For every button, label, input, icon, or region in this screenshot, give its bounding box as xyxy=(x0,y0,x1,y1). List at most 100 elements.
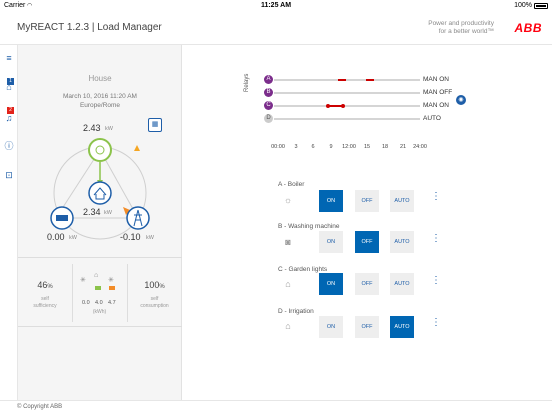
device-d-on-button[interactable]: ON xyxy=(319,316,343,338)
device-d-label: D - Irrigation xyxy=(278,308,314,315)
timeline-tick: 18 xyxy=(381,144,389,150)
device-b-label: B - Washing machine xyxy=(278,223,340,230)
relay-c-dot xyxy=(341,104,345,108)
relay-c-badge: C xyxy=(264,101,273,110)
battery-icon xyxy=(534,3,548,9)
copyright: © Copyright ABB xyxy=(17,404,63,410)
house-panel: House March 10, 2016 11:20 AM Europe/Rom… xyxy=(18,45,182,400)
clock: 11:25 AM xyxy=(260,2,292,9)
orange-bar xyxy=(109,286,115,290)
device-c-off-button[interactable]: OFF xyxy=(355,273,379,295)
timeline-tick: 21 xyxy=(399,144,407,150)
info-icon[interactable]: ⓘ xyxy=(4,141,14,151)
tagline-line-1: Power and productivity xyxy=(428,20,494,27)
relay-d-track xyxy=(274,118,420,120)
timeline-tick: 00:00 xyxy=(271,144,285,150)
calendar-icon[interactable]: ▦ xyxy=(148,118,162,132)
device-b-more-icon[interactable]: ⋮ xyxy=(431,233,441,244)
stats-row: 46% self sufficiency ✳ ⌂ ✳ 0.0 4.0 4.7 (k… xyxy=(18,257,182,327)
sun-icon: ☼ xyxy=(283,195,293,205)
battery-unit: kW xyxy=(69,235,77,241)
menu-icon[interactable]: ≡ xyxy=(6,53,12,63)
house-date: March 10, 2016 11:20 AM xyxy=(63,93,137,100)
relay-c-track xyxy=(274,105,420,107)
carrier-label: Carrier xyxy=(4,2,26,9)
bell-badge: 2 xyxy=(7,107,14,114)
house-title: House xyxy=(88,74,112,83)
device-b-on-button[interactable]: ON xyxy=(319,231,343,253)
energy-flow-diagram xyxy=(50,138,150,240)
home-icon xyxy=(88,181,112,205)
relay-d-badge: D xyxy=(264,114,273,123)
battery-percentage: 100% xyxy=(514,2,532,9)
relay-a-badge: A xyxy=(264,75,273,84)
relay-a-track xyxy=(274,79,420,81)
device-a-auto-button[interactable]: AUTO xyxy=(390,190,414,212)
bell-icon[interactable]: ♫ xyxy=(5,113,13,123)
timeline-tick: 12:00 xyxy=(342,144,356,150)
solar-small-icon: ✳ xyxy=(80,277,86,284)
timeline-tick: 3 xyxy=(294,144,298,150)
timeline-tick: 6 xyxy=(311,144,315,150)
device-c-on-button[interactable]: ON xyxy=(319,273,343,295)
device-b-off-button[interactable]: OFF xyxy=(355,231,379,253)
tagline: Power and productivity for a better worl… xyxy=(428,20,494,36)
side-nav: ≡ ⌂ 1 ♫ 2 ⓘ ⊡ xyxy=(0,45,18,400)
relay-b-status: MAN OFF xyxy=(423,89,453,96)
timeline-tick: 24:00 xyxy=(413,144,427,150)
self-sufficiency-label: self sufficiency xyxy=(33,296,57,309)
lock-icon[interactable]: ⊡ xyxy=(5,170,13,180)
wifi-icon: ◠ xyxy=(27,3,33,9)
device-c-label: C - Garden lights xyxy=(278,266,328,273)
relay-c-status: MAN ON xyxy=(423,102,449,109)
timeline-tick: 9 xyxy=(329,144,333,150)
green-bar xyxy=(95,286,101,290)
device-d-auto-button[interactable]: AUTO xyxy=(390,316,414,338)
grid-value: -0.10 xyxy=(120,232,141,242)
tagline-line-2: for a better world™ xyxy=(438,28,494,35)
solar-icon xyxy=(88,138,112,162)
relay-a-segment xyxy=(366,79,374,81)
house-icon: ⌂ xyxy=(285,279,291,289)
solar-unit: kW xyxy=(105,126,113,132)
pylon-small-icon: ✳ xyxy=(108,277,114,284)
house-icon: ⌂ xyxy=(285,321,291,331)
grid-unit: kW xyxy=(146,235,154,241)
home-unit: kW xyxy=(104,210,112,216)
relay-a-status: MAN ON xyxy=(423,76,449,83)
plug-icon[interactable]: ⌂ xyxy=(6,82,12,92)
self-sufficiency-value: 46% xyxy=(37,280,53,290)
device-c-more-icon[interactable]: ⋮ xyxy=(431,275,441,286)
device-d-more-icon[interactable]: ⋮ xyxy=(431,317,441,328)
relay-b-badge: B xyxy=(264,88,273,97)
app-header: MyREACT 1.2.3 | Load Manager Power and p… xyxy=(0,11,552,45)
grid-pylon-icon xyxy=(126,206,150,230)
relay-c-segment xyxy=(328,105,343,107)
device-a-label: A - Boiler xyxy=(278,181,305,188)
device-d-off-button[interactable]: OFF xyxy=(355,316,379,338)
relays-axis-label: Relays xyxy=(244,73,250,92)
device-a-on-button[interactable]: ON xyxy=(319,190,343,212)
warning-icon xyxy=(134,145,140,151)
app-title: MyREACT 1.2.3 | Load Manager xyxy=(17,22,162,33)
device-b-auto-button[interactable]: AUTO xyxy=(390,231,414,253)
energy-icons: ✳ ⌂ ✳ xyxy=(80,272,122,298)
plug-badge: 1 xyxy=(7,78,14,85)
energy-unit: (kWh) xyxy=(92,309,107,315)
eye-icon[interactable]: ◉ xyxy=(456,95,466,105)
relay-b-track xyxy=(274,92,420,94)
self-consumption-label: self consumption xyxy=(140,296,169,309)
device-c-auto-button[interactable]: AUTO xyxy=(390,273,414,295)
home-small-icon: ⌂ xyxy=(94,272,99,279)
washing-machine-icon: ◙ xyxy=(285,237,291,247)
house-timezone: Europe/Rome xyxy=(79,102,121,109)
battery-value: 0.00 xyxy=(47,232,65,242)
timeline-axis: 00:00 3 6 9 12:00 15 18 21 24:00 xyxy=(271,144,427,154)
relay-d-status: AUTO xyxy=(423,115,441,122)
abb-logo: ABB xyxy=(514,21,542,35)
home-value: 2.34 xyxy=(83,207,101,217)
device-a-off-button[interactable]: OFF xyxy=(355,190,379,212)
relay-a-segment xyxy=(338,79,346,81)
device-a-more-icon[interactable]: ⋮ xyxy=(431,191,441,202)
status-bar: Carrier ◠ 11:25 AM 100% xyxy=(0,0,552,11)
